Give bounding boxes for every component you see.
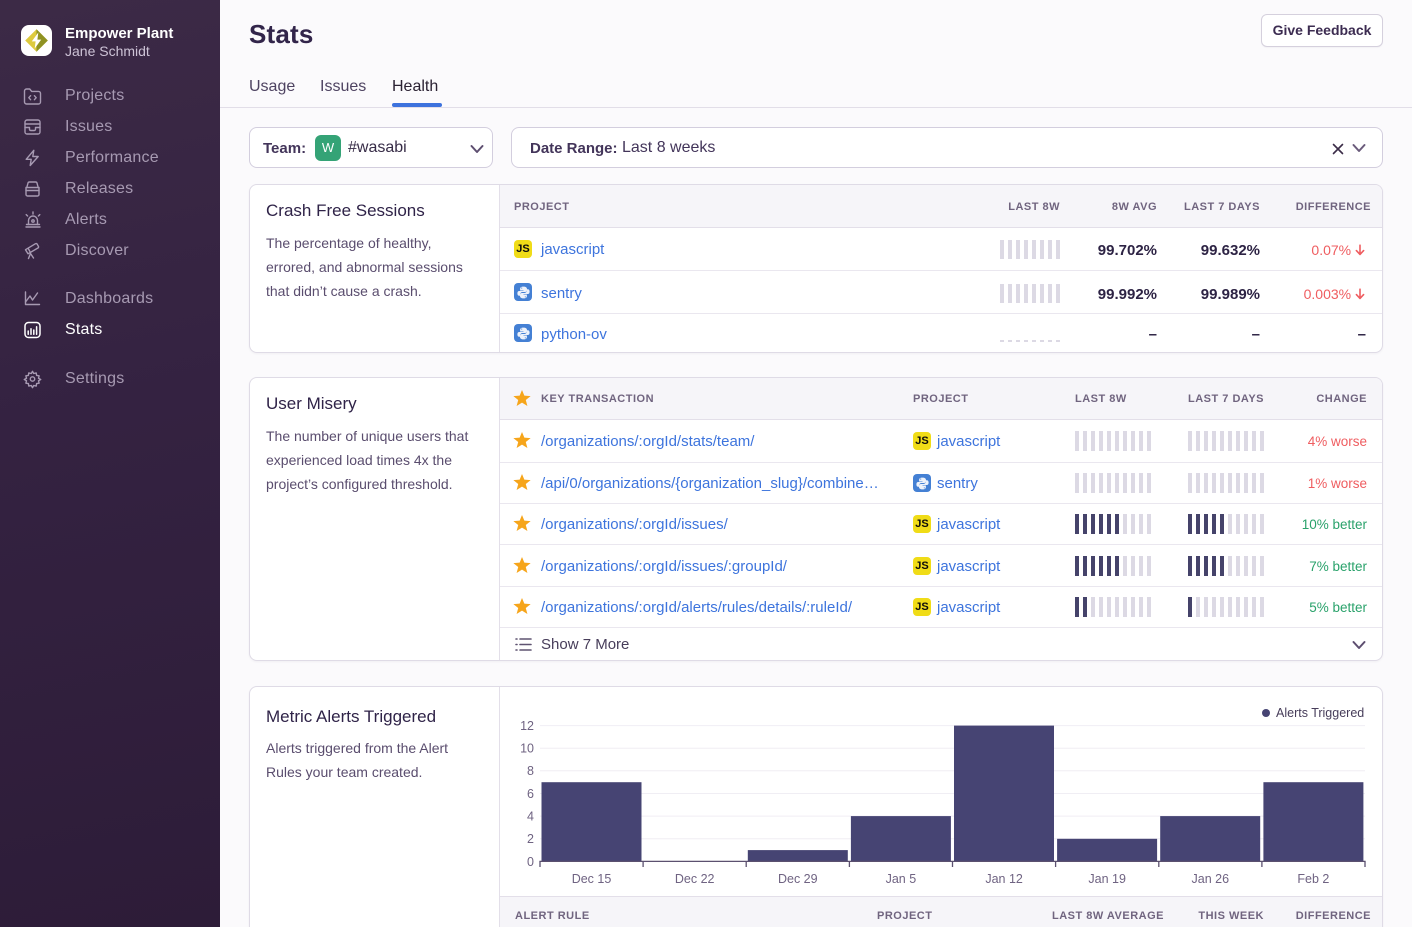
svg-text:4: 4 <box>527 810 534 824</box>
svg-text:Feb 2: Feb 2 <box>1297 872 1329 886</box>
svg-text:Dec 22: Dec 22 <box>675 872 715 886</box>
svg-text:Dec 29: Dec 29 <box>778 872 818 886</box>
svg-text:Jan 26: Jan 26 <box>1192 872 1230 886</box>
svg-text:Jan 19: Jan 19 <box>1088 872 1126 886</box>
svg-text:Alerts Triggered: Alerts Triggered <box>1276 706 1364 720</box>
svg-text:0: 0 <box>527 855 534 869</box>
svg-text:10: 10 <box>520 742 534 756</box>
svg-text:2: 2 <box>527 832 534 846</box>
svg-text:Dec 15: Dec 15 <box>572 872 612 886</box>
svg-text:8: 8 <box>527 764 534 778</box>
svg-text:6: 6 <box>527 787 534 801</box>
svg-text:Jan 12: Jan 12 <box>985 872 1023 886</box>
svg-text:12: 12 <box>520 719 534 733</box>
svg-text:Jan 5: Jan 5 <box>886 872 917 886</box>
